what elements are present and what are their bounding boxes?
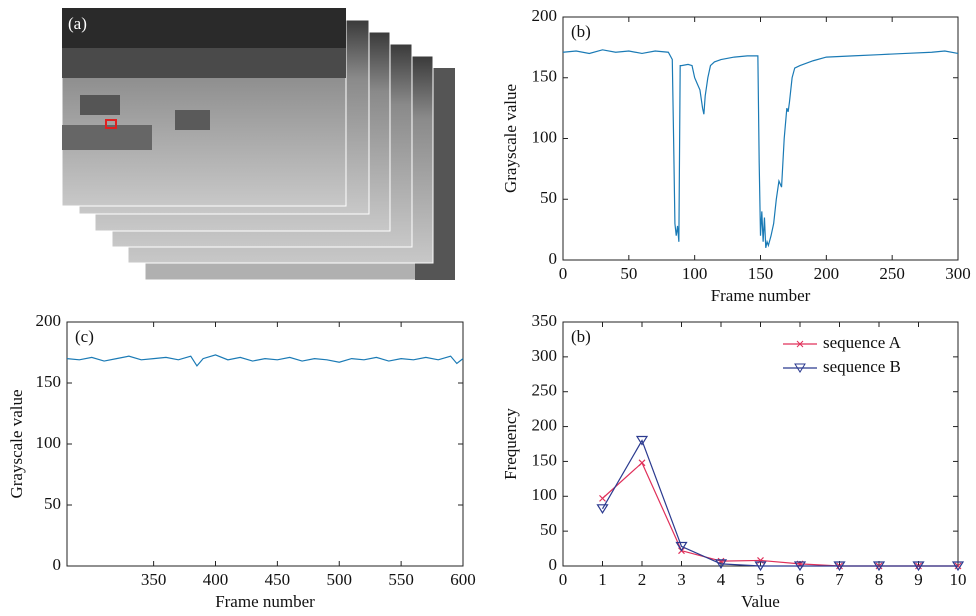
- image-stack: (a): [61, 7, 456, 281]
- y-tick-label: 0: [549, 249, 558, 268]
- x-tick-label: 200: [814, 264, 840, 283]
- y-tick-label: 350: [532, 311, 558, 330]
- chart-panel: 350 400 450 500 550 600 0 50 100 150 200 (c) Frame n…: [7, 311, 476, 611]
- x-tick-label: 1: [598, 570, 607, 589]
- x-tick-label: 600: [450, 570, 476, 589]
- x-tick-label: 5: [756, 570, 765, 589]
- x-tick-label: 300: [945, 264, 971, 283]
- y-tick-label: 200: [532, 415, 558, 434]
- y-tick-label: 50: [540, 188, 557, 207]
- legend-marker: [794, 363, 806, 373]
- marker: [754, 561, 767, 572]
- marker: [912, 561, 925, 572]
- y-tick-label: 200: [532, 6, 558, 25]
- x-axis-label: Frame number: [711, 286, 811, 305]
- marker: [833, 561, 846, 572]
- x-tick-label: 2: [638, 570, 647, 589]
- panel-label: (b): [571, 22, 591, 41]
- x-tick-label: 100: [682, 264, 708, 283]
- x-tick-label: 250: [879, 264, 905, 283]
- y-tick-label: 200: [36, 311, 62, 330]
- y-tick-label: 150: [532, 450, 558, 469]
- x-tick-label: 550: [388, 570, 414, 589]
- y-tick-label: 150: [36, 372, 62, 391]
- x-tick-label: 7: [835, 570, 844, 589]
- marker: [714, 559, 728, 570]
- y-tick-label: 150: [532, 67, 558, 86]
- x-tick-label: 150: [748, 264, 774, 283]
- y-tick-label: 0: [53, 555, 62, 574]
- panel-label: (a): [68, 14, 87, 33]
- marker: [596, 504, 609, 514]
- y-tick-label: 50: [44, 494, 61, 513]
- series-line: [562, 49, 959, 248]
- x-tick-label: 450: [265, 570, 291, 589]
- y-tick-label: 50: [540, 520, 557, 539]
- marker: [638, 459, 646, 467]
- panel-label: (c): [75, 327, 94, 346]
- x-axis-label: Value: [741, 592, 780, 611]
- y-tick-label: 100: [36, 433, 62, 452]
- marker: [599, 494, 606, 502]
- x-tick-label: 6: [796, 570, 805, 589]
- legend-marker: [796, 340, 804, 348]
- x-tick-label: 8: [875, 570, 884, 589]
- legend-label: sequence A: [823, 333, 902, 352]
- x-tick-label: 4: [717, 570, 726, 589]
- x-tick-label: 0: [559, 264, 568, 283]
- y-axis-label: Grayscale value: [7, 389, 26, 498]
- marker: [675, 541, 688, 552]
- x-tick-label: 10: [950, 570, 967, 589]
- chart-panel: 0 1 2 3 4 5 6 7 8 9 10050100150200250300350(b)Valu…: [501, 311, 967, 611]
- marker: [635, 435, 649, 446]
- y-tick-label: 0: [549, 555, 558, 574]
- panel-label: (b): [571, 327, 591, 346]
- y-tick-label: 100: [532, 485, 558, 504]
- x-tick-label: 3: [677, 570, 686, 589]
- y-tick-label: 300: [532, 346, 558, 365]
- marker: [951, 561, 965, 572]
- x-axis-label: Frame number: [215, 592, 315, 611]
- series-line: [601, 439, 958, 567]
- x-tick-label: 0: [559, 570, 568, 589]
- x-tick-label: 400: [203, 570, 229, 589]
- y-tick-label: 250: [532, 381, 558, 400]
- legend-label: sequence B: [823, 357, 901, 376]
- y-tick-label: 100: [532, 127, 558, 146]
- x-tick-label: 500: [327, 570, 353, 589]
- x-tick-label: 50: [620, 264, 637, 283]
- x-tick-label: 350: [141, 570, 167, 589]
- marker: [872, 561, 886, 572]
- y-axis-label: Grayscale value: [501, 84, 520, 193]
- x-tick-label: 9: [914, 570, 923, 589]
- marker: [793, 561, 807, 572]
- series-line: [66, 354, 464, 367]
- y-axis-label: Frequency: [501, 408, 520, 480]
- chart-panel: 0 50 100 150 200 250 300 0 50 100 150 200 (b) Frame n…: [501, 6, 971, 305]
